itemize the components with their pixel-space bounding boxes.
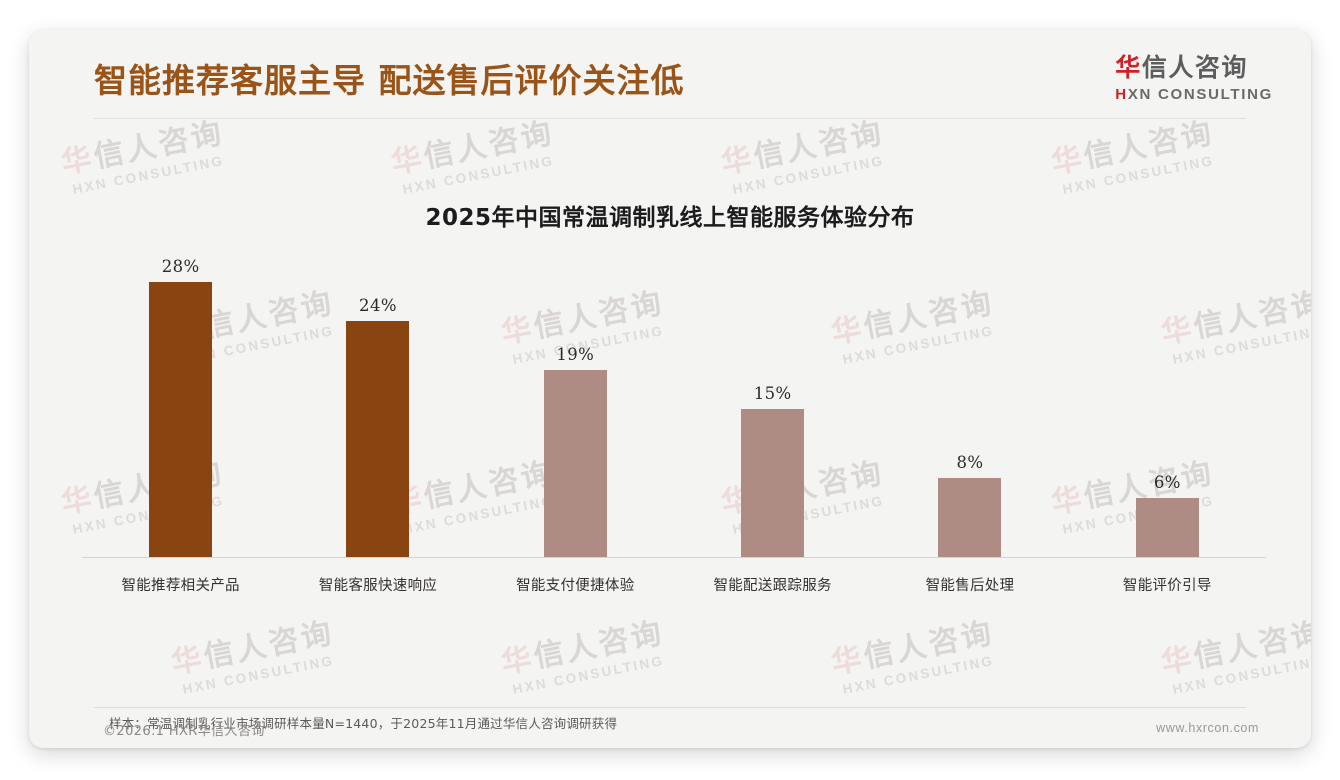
sample-footnote: 样本：常温调制乳行业市场调研样本量N=1440，于2025年11月通过华信人咨询… xyxy=(109,716,618,731)
bar-rect[interactable] xyxy=(938,478,1002,557)
bar-rect[interactable] xyxy=(346,321,410,557)
footnote-divider xyxy=(94,707,1246,708)
bar-value-label: 15% xyxy=(753,384,792,403)
brand-logo-cn-accent: 华 xyxy=(1115,53,1142,82)
x-axis-label: 智能配送跟踪服务 xyxy=(713,578,832,594)
website-url[interactable]: www.hxrcon.com xyxy=(1156,721,1259,735)
x-axis-label: 智能评价引导 xyxy=(1122,578,1212,594)
bar-value-label: 19% xyxy=(556,345,595,364)
brand-logo-en-accent: H xyxy=(1115,86,1128,104)
page-title: 智能推荐客服主导 配送售后评价关注低 xyxy=(94,61,685,100)
bar-value-label: 8% xyxy=(956,453,984,472)
bar-slot: 24% xyxy=(279,262,476,557)
chart-title: 2025年中国常温调制乳线上智能服务体验分布 xyxy=(425,205,915,231)
bar-rect[interactable] xyxy=(741,409,805,557)
slide-footer: ©2026.1 HXR华信人咨询 www.hxrcon.com xyxy=(29,710,1311,748)
bar-value-label: 24% xyxy=(359,296,397,315)
brand-logo-cn: 华信人咨询 xyxy=(1115,53,1273,82)
brand-logo-en: HXN CONSULTING xyxy=(1115,86,1273,103)
bar-slot: 19% xyxy=(477,262,674,557)
bar-value-label: 28% xyxy=(161,257,200,276)
slide-card: 华信人咨询 HXN CONSULTING 华信人咨询 HXN CONSULTING 华信… xyxy=(29,30,1311,748)
copyright-text: ©2026.1 HXR华信人咨询 xyxy=(103,724,265,739)
bar-rect[interactable] xyxy=(149,282,213,557)
bar-value-label: 6% xyxy=(1153,473,1181,492)
chart-plot-area: 28% 24% 19% 15% 8% 6% xyxy=(82,257,1266,558)
x-axis-label: 智能支付便捷体验 xyxy=(516,578,635,594)
brand-logo-en-rest: XN CONSULTING xyxy=(1127,86,1273,104)
bar-slot: 6% xyxy=(1069,262,1266,557)
x-axis-labels: 智能推荐相关产品 智能客服快速响应 智能支付便捷体验 智能配送跟踪服务 智能售后处理 智能… xyxy=(82,574,1266,595)
bar-rect[interactable] xyxy=(1135,498,1199,557)
x-axis-label: 智能客服快速响应 xyxy=(318,578,438,594)
x-axis-label: 智能售后处理 xyxy=(925,578,1015,594)
bar-slot: 8% xyxy=(871,262,1068,557)
brand-logo-cn-rest: 信人咨询 xyxy=(1141,53,1248,82)
bar-series: 28% 24% 19% 15% 8% 6% xyxy=(82,257,1266,557)
chart-container: 2025年中国常温调制乳线上智能服务体验分布 28% 24% 19% 15% 8% 6% … xyxy=(29,122,1311,682)
x-axis-line xyxy=(82,557,1266,558)
brand-logo: 华信人咨询 HXN CONSULTING xyxy=(1115,53,1273,103)
slide-header: 智能推荐客服主导 配送售后评价关注低 华信人咨询 HXN CONSULTING xyxy=(29,30,1311,122)
x-axis-label: 智能推荐相关产品 xyxy=(121,578,240,594)
bar-slot: 15% xyxy=(674,262,871,557)
bar-slot: 28% xyxy=(82,257,279,557)
header-divider xyxy=(94,118,1246,119)
bar-rect[interactable] xyxy=(543,370,607,557)
